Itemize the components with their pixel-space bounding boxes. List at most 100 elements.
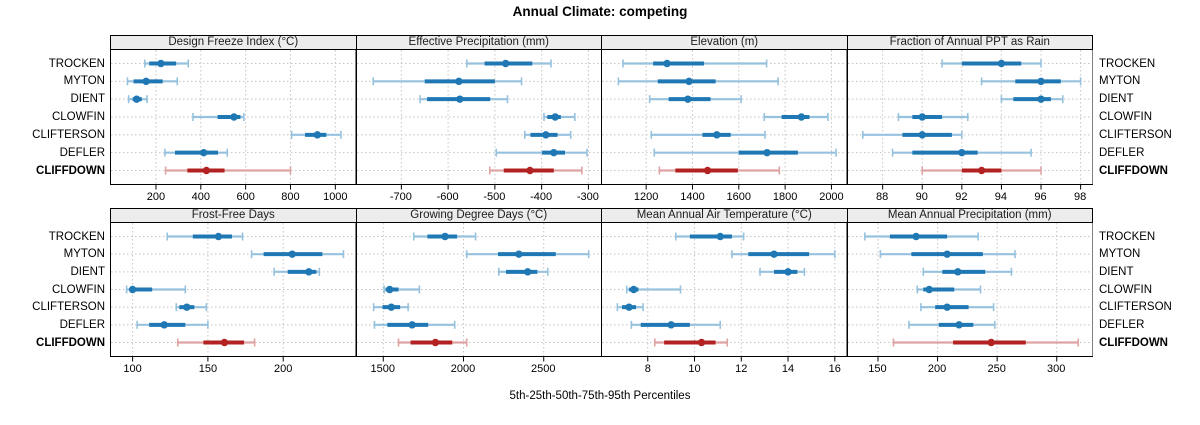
percentile-bar-clifterson xyxy=(372,303,409,312)
tick-label-mean-annual-precipitation-mm-: 300 xyxy=(1047,363,1066,375)
percentile-bar-trocken xyxy=(940,59,1042,68)
percentile-bar-clowfin xyxy=(625,285,682,294)
tick-label-effective-precipitation-mm-: -300 xyxy=(576,191,599,203)
tick-label-mean-annual-precipitation-mm-: 150 xyxy=(868,363,887,375)
tick-label-growing-degree-days-c-: 1500 xyxy=(370,363,396,375)
station-label-right-trocken: TROCKEN xyxy=(1099,230,1156,243)
panel-plot-effective-precipitation-mm- xyxy=(355,49,602,190)
station-label-left-cliffdown: CLIFFDOWN xyxy=(36,164,105,177)
panel-header-design-freeze-index-c-: Design Freeze Index (°C) xyxy=(110,35,357,49)
percentile-bar-trocken xyxy=(675,232,745,241)
percentile-bar-trocken xyxy=(465,59,552,68)
tick-label-elevation-m-: 1800 xyxy=(772,191,798,203)
percentile-bar-trocken xyxy=(412,232,476,241)
percentile-bar-defler xyxy=(164,148,229,157)
panel-header-mean-annual-air-temperature-c-: Mean Annual Air Temperature (°C) xyxy=(601,208,848,222)
tick-label-mean-annual-precipitation-mm-: 200 xyxy=(927,363,947,375)
panel-plot-growing-degree-days-c- xyxy=(355,222,602,362)
percentile-bar-myton xyxy=(617,77,779,86)
station-label-left-trocken: TROCKEN xyxy=(48,230,105,243)
percentile-bar-myton xyxy=(731,250,836,259)
tick-label-design-freeze-index-c-: 200 xyxy=(146,191,166,203)
tick-label-fraction-of-annual-ppt-as-rain: 94 xyxy=(994,191,1008,203)
panel-header-growing-degree-days-c-: Growing Degree Days (°C) xyxy=(355,208,602,222)
percentile-bar-defler xyxy=(494,148,588,157)
percentile-bar-clowfin xyxy=(763,113,829,121)
tick-label-design-freeze-index-c-: 1000 xyxy=(323,191,348,203)
percentile-bar-clifterson xyxy=(616,303,644,312)
station-label-left-dient: DIENT xyxy=(70,265,106,278)
percentile-bar-myton xyxy=(465,250,589,259)
station-label-left-clifterson: CLIFTERSON xyxy=(32,128,105,141)
tick-label-growing-degree-days-c-: 2000 xyxy=(450,363,476,375)
percentile-bar-clowfin xyxy=(192,113,245,121)
panel-header-fraction-of-annual-ppt-as-rain: Fraction of Annual PPT as Rain xyxy=(846,35,1093,49)
tick-label-frost-free-days: 150 xyxy=(198,363,218,375)
station-label-left-dient: DIENT xyxy=(70,93,106,106)
tick-label-mean-annual-air-temperature-c-: 14 xyxy=(781,363,795,375)
percentile-bar-cliffdown xyxy=(488,166,583,175)
percentile-bar-clowfin xyxy=(125,285,187,294)
station-label-left-defler: DEFLER xyxy=(59,318,105,331)
percentile-bar-defler xyxy=(630,320,722,329)
percentile-bar-cliffdown xyxy=(653,338,729,347)
percentile-bar-myton xyxy=(126,77,179,86)
tick-label-effective-precipitation-mm-: -600 xyxy=(436,191,459,203)
tick-label-mean-annual-precipitation-mm-: 250 xyxy=(987,363,1006,375)
station-label-left-myton: MYTON xyxy=(63,248,105,261)
tick-label-mean-annual-air-temperature-c-: 8 xyxy=(644,363,651,375)
tick-label-effective-precipitation-mm-: -400 xyxy=(530,191,553,203)
percentile-bar-defler xyxy=(653,148,837,157)
station-label-right-clowfin: CLOWFIN xyxy=(1099,283,1153,296)
percentile-bar-cliffdown xyxy=(658,166,781,175)
panel-header-mean-annual-precipitation-mm-: Mean Annual Precipitation (mm) xyxy=(846,208,1093,222)
percentile-bar-cliffdown xyxy=(892,338,1079,347)
tick-label-elevation-m-: 1600 xyxy=(726,191,752,203)
panel-plot-mean-annual-precipitation-mm- xyxy=(846,222,1093,362)
percentile-bar-defler xyxy=(373,320,455,329)
percentile-bar-clifterson xyxy=(919,303,994,312)
percentile-bar-myton xyxy=(372,77,522,86)
tick-label-frost-free-days: 100 xyxy=(123,363,142,375)
panel-plot-design-freeze-index-c- xyxy=(110,49,357,190)
panel-plot-frost-free-days xyxy=(110,222,357,362)
percentile-bar-clowfin xyxy=(916,285,981,294)
tick-label-mean-annual-air-temperature-c-: 16 xyxy=(828,363,841,375)
percentile-bar-dient xyxy=(759,267,806,276)
station-label-right-cliffdown: CLIFFDOWN xyxy=(1099,164,1168,177)
percentile-bar-dient xyxy=(1000,95,1064,104)
percentile-bar-clowfin xyxy=(897,113,969,121)
percentile-bar-clifterson xyxy=(290,130,342,139)
station-label-right-trocken: TROCKEN xyxy=(1099,57,1156,70)
percentile-bar-dient xyxy=(127,95,148,104)
tick-label-elevation-m-: 1400 xyxy=(680,191,705,203)
tick-label-fraction-of-annual-ppt-as-rain: 88 xyxy=(876,191,889,203)
percentile-bar-dient xyxy=(497,267,549,276)
panel-plot-fraction-of-annual-ppt-as-rain xyxy=(846,49,1093,190)
tick-label-mean-annual-air-temperature-c-: 12 xyxy=(735,363,748,375)
station-label-right-clowfin: CLOWFIN xyxy=(1099,111,1153,123)
percentile-bar-clowfin xyxy=(382,285,420,294)
percentile-bar-cliffdown xyxy=(397,338,468,347)
percentile-bar-dient xyxy=(418,95,508,104)
station-label-left-trocken: TROCKEN xyxy=(48,57,105,70)
tick-label-fraction-of-annual-ppt-as-rain: 92 xyxy=(955,191,968,203)
percentile-bar-myton xyxy=(879,250,1016,259)
percentile-bar-myton xyxy=(250,250,345,259)
panel-header-frost-free-days: Frost-Free Days xyxy=(110,208,357,222)
percentile-bar-trocken xyxy=(143,59,190,68)
panel-header-elevation-m-: Elevation (m) xyxy=(601,35,848,49)
panel-header-effective-precipitation-mm-: Effective Precipitation (mm) xyxy=(355,35,602,49)
station-label-left-cliffdown: CLIFFDOWN xyxy=(36,336,105,349)
percentile-bar-trocken xyxy=(863,232,979,241)
percentile-bar-trocken xyxy=(622,59,768,68)
station-label-right-dient: DIENT xyxy=(1099,265,1134,278)
percentile-bar-clifterson xyxy=(861,130,963,139)
tick-label-effective-precipitation-mm-: -700 xyxy=(389,191,412,203)
percentile-bar-cliffdown xyxy=(164,166,292,175)
station-label-right-myton: MYTON xyxy=(1099,75,1141,88)
tick-label-frost-free-days: 200 xyxy=(274,363,293,375)
panel-plot-elevation-m- xyxy=(601,49,848,190)
station-label-right-cliffdown: CLIFFDOWN xyxy=(1099,336,1168,349)
